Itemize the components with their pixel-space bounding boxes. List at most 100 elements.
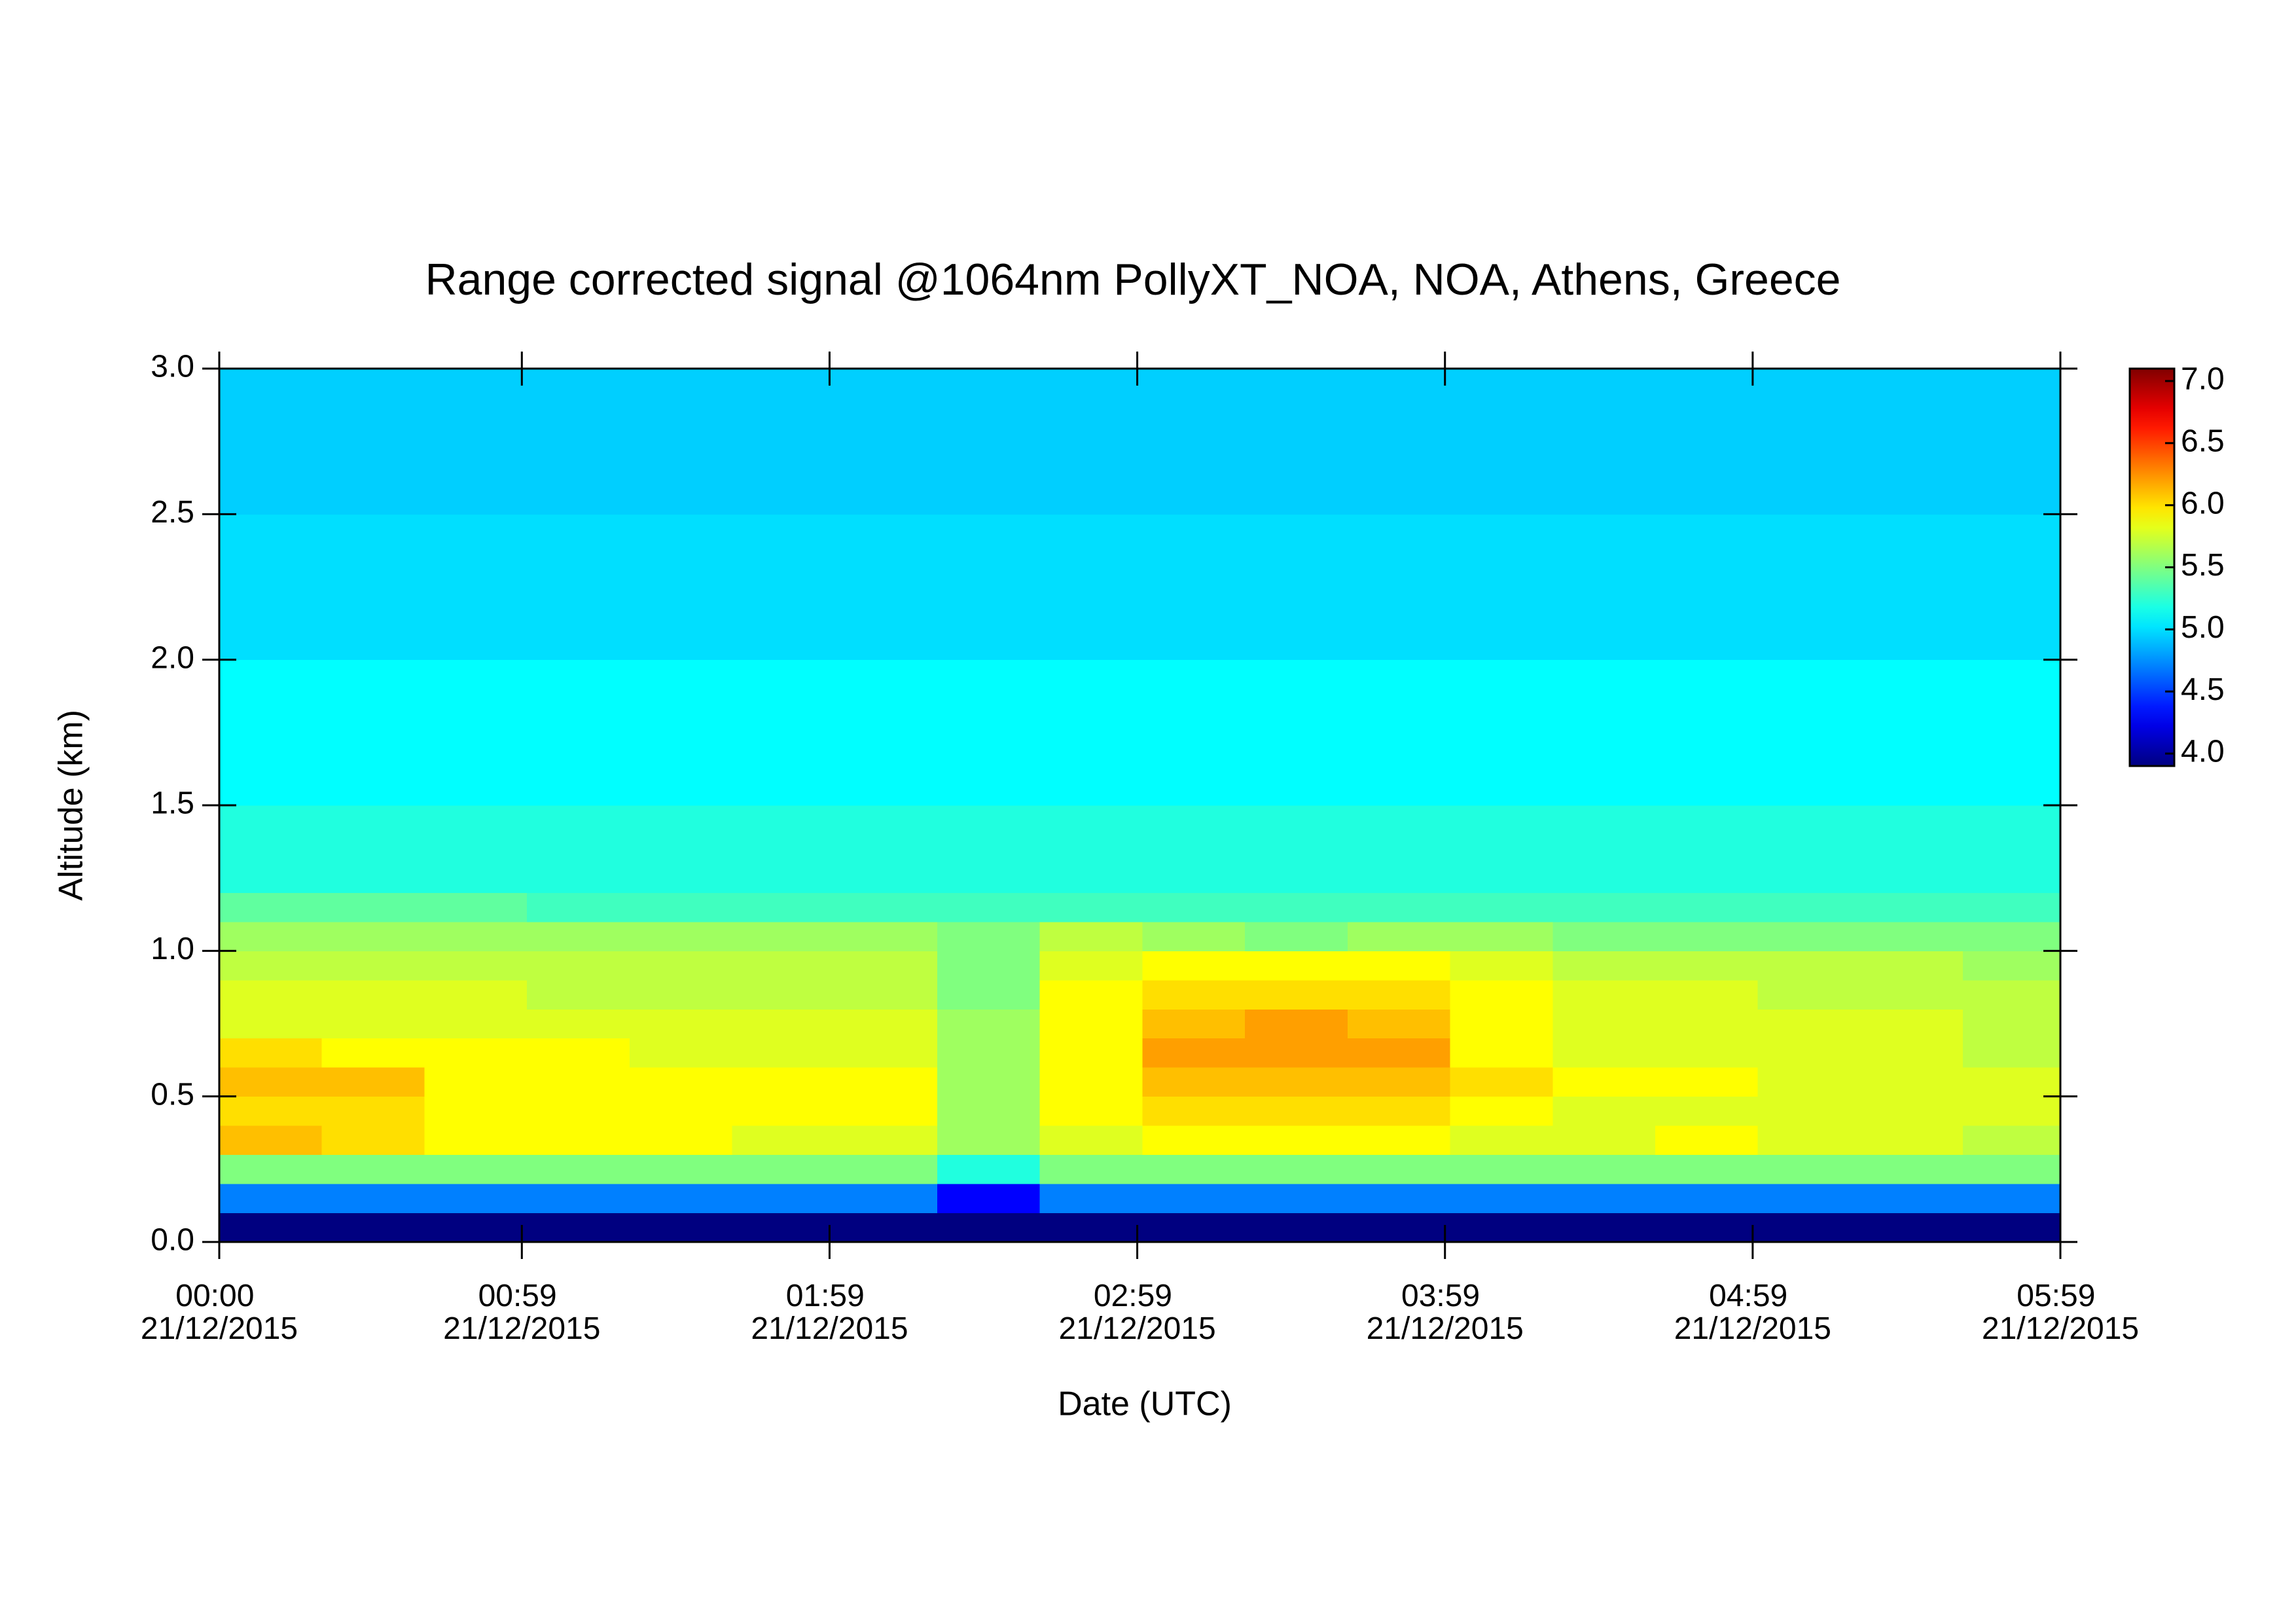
heatmap-cell	[732, 1154, 835, 1184]
heatmap-cell	[834, 1009, 938, 1039]
x-axis-label: Date (UTC)	[1058, 1385, 1232, 1423]
heatmap-cell	[424, 1009, 528, 1039]
heatmap-cell	[1039, 1125, 1143, 1156]
heatmap-cell	[1245, 1038, 1348, 1068]
heatmap-cell	[1142, 805, 1246, 893]
colorbar-tick-label: 5.5	[2181, 548, 2225, 583]
heatmap-cell	[1757, 659, 1861, 806]
heatmap-cell	[1450, 1038, 1553, 1068]
heatmap-cell	[1245, 1096, 1348, 1126]
heatmap-cell	[1963, 1067, 2061, 1097]
heatmap-cell	[1142, 1213, 1246, 1243]
heatmap-cell	[1450, 979, 1553, 1010]
heatmap-cell	[1552, 1009, 1656, 1039]
heatmap-cell	[321, 1125, 425, 1156]
heatmap-cell	[1655, 1125, 1759, 1156]
x-tick-time: 04:59	[1709, 1279, 1796, 1313]
heatmap-cell	[424, 921, 528, 951]
heatmap-cell	[424, 951, 528, 981]
heatmap-cell	[1757, 369, 1861, 515]
heatmap-cell	[527, 892, 630, 922]
heatmap-cell	[321, 369, 425, 515]
heatmap-cell	[1450, 892, 1553, 922]
heatmap-cell	[321, 1038, 425, 1068]
heatmap-cell	[937, 659, 1041, 806]
heatmap-cell	[424, 979, 528, 1010]
heatmap-cell	[1450, 1067, 1553, 1097]
heatmap-cell	[1245, 1125, 1348, 1156]
heatmap-cell	[1655, 659, 1759, 806]
heatmap-cell	[1757, 1125, 1861, 1156]
heatmap-cell	[527, 1009, 630, 1039]
x-tick-label: 04:59 21/12/2015	[1674, 1279, 1831, 1346]
heatmap-cell	[1757, 1213, 1861, 1243]
heatmap-cell	[527, 979, 630, 1010]
heatmap-cell	[424, 1184, 528, 1214]
y-tick-label: 2.5	[151, 495, 194, 530]
heatmap-cell	[732, 1096, 835, 1126]
heatmap-cell	[424, 805, 528, 893]
heatmap-cell	[1655, 951, 1759, 981]
heatmap-cell	[219, 1154, 323, 1184]
heatmap-cell	[424, 1125, 528, 1156]
heatmap-cell	[1450, 1213, 1553, 1243]
heatmap-cell	[1963, 805, 2061, 893]
x-tick-label: 00:59 21/12/2015	[443, 1279, 600, 1346]
heatmap-cell	[1245, 1067, 1348, 1097]
heatmap-cell	[1552, 805, 1656, 893]
heatmap-cell	[1963, 1184, 2061, 1214]
heatmap-cell	[1142, 1067, 1246, 1097]
heatmap-cell	[1347, 1096, 1451, 1126]
heatmap-cell	[1245, 1009, 1348, 1039]
heatmap-cell	[732, 369, 835, 515]
heatmap-cell	[834, 892, 938, 922]
heatmap-cell	[1039, 1038, 1143, 1068]
heatmap-cell	[1963, 951, 2061, 981]
heatmap-cell	[527, 1096, 630, 1126]
heatmap-cell	[1860, 1038, 1964, 1068]
heatmap-cell	[629, 659, 733, 806]
heatmap-cell	[732, 951, 835, 981]
heatmap-cell	[1963, 514, 2061, 661]
heatmap-cell	[1860, 892, 1964, 922]
heatmap-cell	[629, 1125, 733, 1156]
heatmap-cell	[1039, 659, 1143, 806]
heatmap-cell	[424, 1154, 528, 1184]
heatmap-cell	[629, 1213, 733, 1243]
heatmap-cell	[732, 921, 835, 951]
heatmap-cell	[527, 1213, 630, 1243]
colorbar-tick-label: 6.0	[2181, 486, 2225, 520]
heatmap-cell	[1552, 659, 1656, 806]
heatmap-cell	[1450, 1009, 1553, 1039]
heatmap-cell	[1552, 1154, 1656, 1184]
heatmap-cell	[424, 369, 528, 515]
heatmap-cell	[219, 369, 323, 515]
heatmap-cell	[219, 1125, 323, 1156]
y-tick-label: 1.5	[151, 786, 194, 821]
heatmap-cell	[527, 951, 630, 981]
heatmap-cell	[1347, 659, 1451, 806]
heatmap-cell	[629, 892, 733, 922]
heatmap-cell	[1245, 892, 1348, 922]
heatmap-cell	[1347, 1038, 1451, 1068]
heatmap-cell	[1655, 1154, 1759, 1184]
heatmap-cell	[732, 659, 835, 806]
heatmap-cell	[1963, 1038, 2061, 1068]
heatmap-cell	[219, 1184, 323, 1214]
heatmap-cell	[321, 1213, 425, 1243]
heatmap-cell	[937, 1154, 1041, 1184]
heatmap-cell	[1552, 1184, 1656, 1214]
heatmap-cell	[527, 921, 630, 951]
heatmap-cell	[834, 979, 938, 1010]
heatmap-cell	[937, 805, 1041, 893]
heatmap-cell	[1860, 951, 1964, 981]
heatmap-cell	[834, 659, 938, 806]
heatmap-cell	[1860, 805, 1964, 893]
heatmap-cell	[1039, 979, 1143, 1010]
heatmap-cell	[937, 1096, 1041, 1126]
heatmap-cell	[1245, 921, 1348, 951]
y-tick-label: 0.5	[151, 1077, 194, 1112]
heatmap-cell	[629, 369, 733, 515]
heatmap-cell	[1450, 1125, 1553, 1156]
